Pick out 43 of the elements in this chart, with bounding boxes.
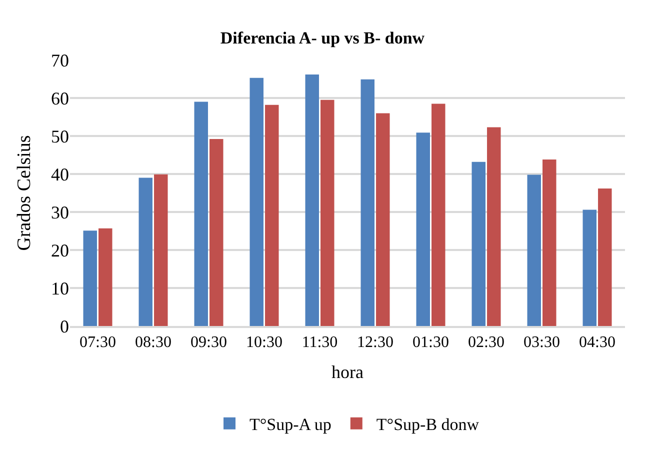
- bar: [582, 210, 596, 326]
- bar: [83, 230, 97, 326]
- x-tick-label: 09:30: [190, 334, 227, 352]
- bar: [598, 188, 612, 326]
- y-axis-title: Grados Celsius: [14, 135, 35, 251]
- bar: [250, 78, 264, 326]
- x-tick-label: 04:30: [579, 334, 616, 352]
- bar: [360, 79, 374, 326]
- bar: [194, 102, 208, 326]
- bar: [320, 100, 334, 326]
- y-tick-label: 10: [51, 278, 69, 298]
- bar: [487, 127, 501, 326]
- bar: [210, 139, 224, 326]
- bar: [265, 104, 279, 326]
- y-tick-label: 0: [60, 316, 69, 336]
- bar: [472, 162, 486, 326]
- legend-label: T°Sup-A up: [250, 414, 332, 434]
- bar: [376, 113, 390, 326]
- x-tick-label: 02:30: [468, 334, 504, 352]
- x-tick-label: 01:30: [412, 334, 449, 352]
- y-tick-label: 20: [51, 240, 69, 260]
- bar: [542, 160, 556, 326]
- y-tick-label: 40: [51, 164, 69, 184]
- x-tick-label: 08:30: [135, 334, 172, 352]
- bar: [432, 104, 446, 326]
- x-tick-label: 10:30: [246, 334, 282, 352]
- y-tick-label: 70: [51, 50, 69, 70]
- bar: [154, 174, 168, 326]
- x-tick-label: 11:30: [302, 334, 338, 352]
- bar: [305, 74, 319, 326]
- x-tick-label: 03:30: [524, 334, 560, 352]
- y-tick-label: 50: [51, 126, 69, 146]
- bar: [138, 178, 152, 326]
- legend-label: T°Sup-B donw: [376, 414, 480, 434]
- y-tick-label: 60: [51, 88, 69, 108]
- y-tick-label: 30: [51, 202, 69, 222]
- bar: [527, 174, 541, 326]
- x-axis-title: hora: [332, 362, 364, 382]
- bar: [98, 228, 112, 326]
- x-tick-label: 12:30: [357, 334, 394, 352]
- x-tick-label: 07:30: [80, 334, 116, 352]
- bar: [416, 132, 430, 326]
- chart-title: Diferencia A- up vs B- donw: [220, 28, 426, 48]
